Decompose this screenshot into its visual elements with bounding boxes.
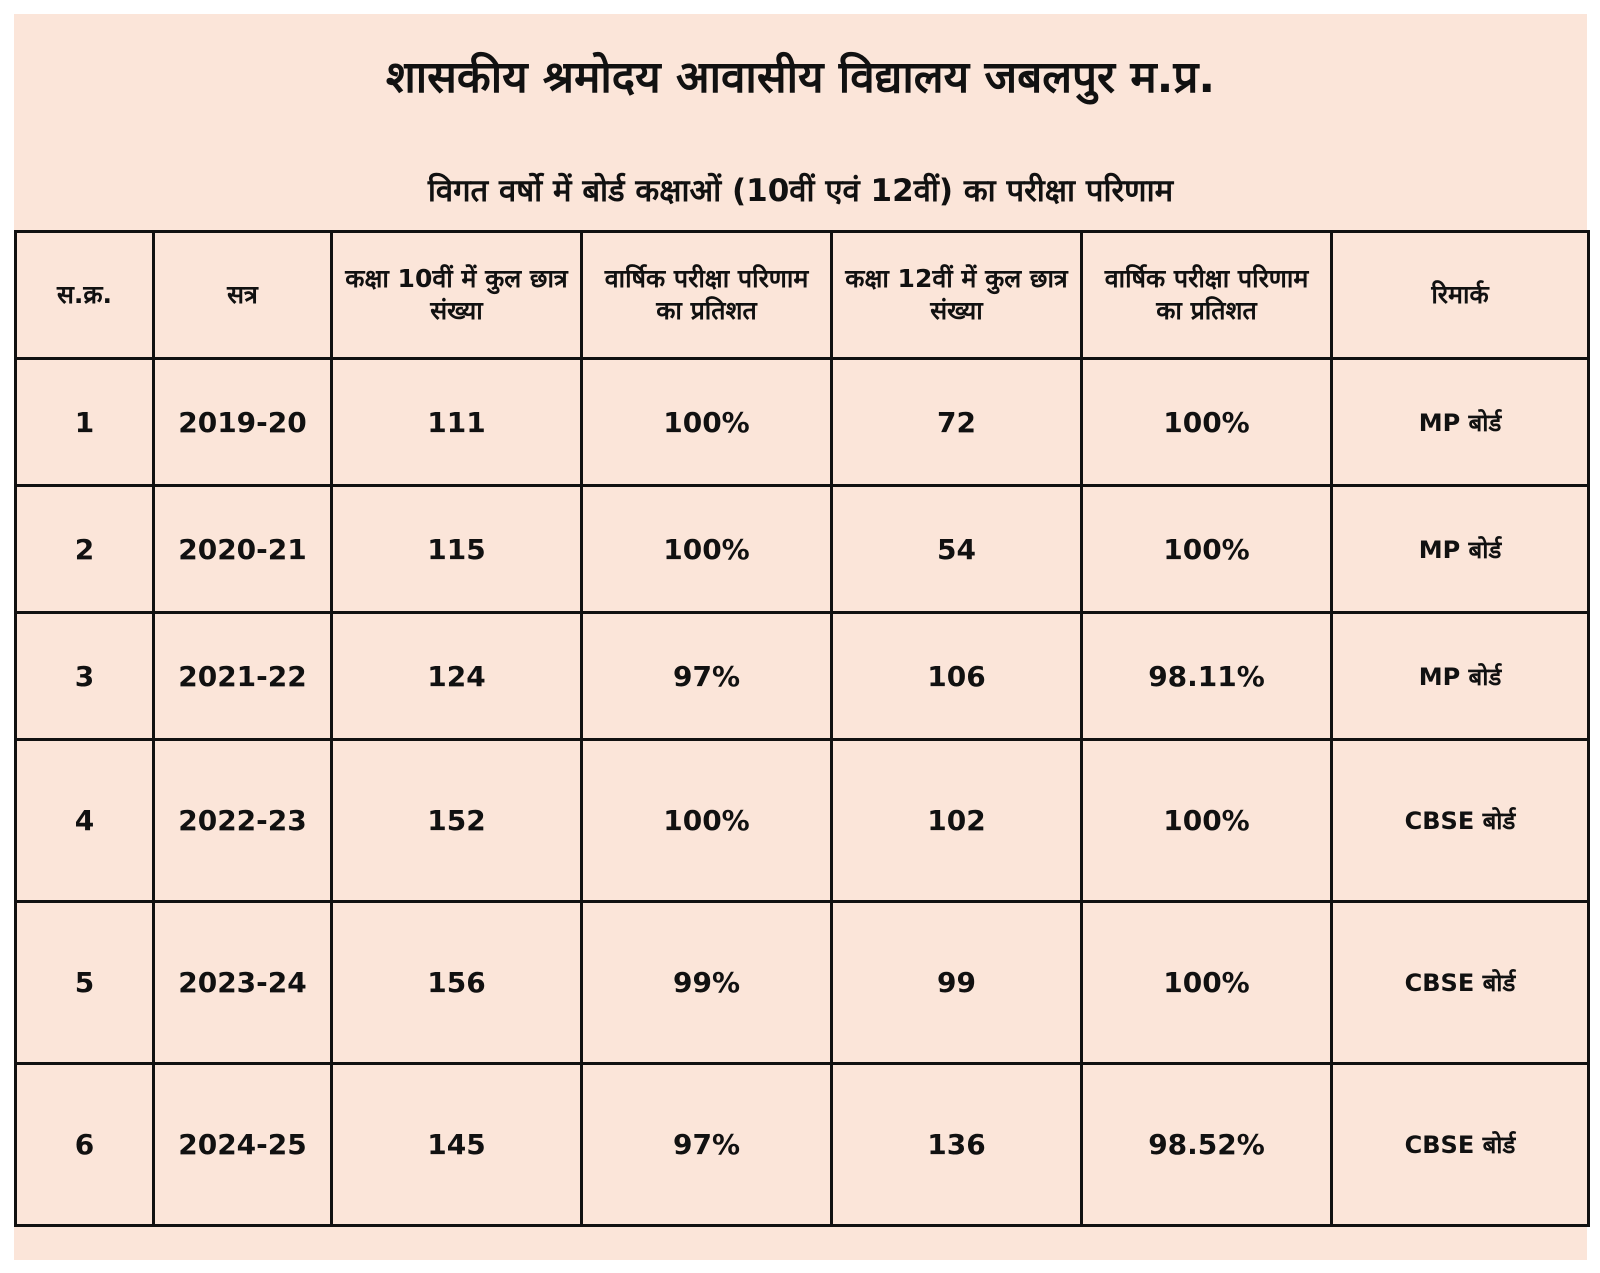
table-row: 6 2024-25 145 97% 136 98.52% CBSE बोर्ड [14, 1062, 1590, 1227]
cell-session: 2022-23 [152, 738, 333, 903]
header-class12-result: वार्षिक परीक्षा परिणाम का प्रतिशत [1080, 230, 1333, 360]
table-row: 3 2021-22 124 97% 106 98.11% MP बोर्ड [14, 611, 1590, 741]
table-row: 5 2023-24 156 99% 99 100% CBSE बोर्ड [14, 900, 1590, 1065]
cell-class10-students: 124 [330, 611, 583, 741]
cell-remark: MP बोर्ड [1330, 611, 1590, 741]
table-header-row: स.क्र. सत्र कक्षा 10वीं में कुल छात्र सं… [14, 230, 1590, 360]
header-class12-students: कक्षा 12वीं में कुल छात्र संख्या [830, 230, 1083, 360]
cell-remark: MP बोर्ड [1330, 484, 1590, 614]
cell-class12-result: 100% [1080, 900, 1333, 1065]
cell-class12-students: 72 [830, 357, 1083, 487]
header-class10-students: कक्षा 10वीं में कुल छात्र संख्या [330, 230, 583, 360]
header-session: सत्र [152, 230, 333, 360]
cell-class10-result: 97% [580, 1062, 833, 1227]
cell-session: 2021-22 [152, 611, 333, 741]
cell-class10-result: 97% [580, 611, 833, 741]
cell-class12-students: 106 [830, 611, 1083, 741]
cell-session: 2024-25 [152, 1062, 333, 1227]
cell-class10-students: 156 [330, 900, 583, 1065]
cell-class10-students: 115 [330, 484, 583, 614]
cell-class12-result: 98.52% [1080, 1062, 1333, 1227]
cell-class10-result: 99% [580, 900, 833, 1065]
cell-serial: 2 [14, 484, 155, 614]
results-table: स.क्र. सत्र कक्षा 10वीं में कुल छात्र सं… [14, 230, 1590, 1227]
cell-session: 2019-20 [152, 357, 333, 487]
cell-serial: 6 [14, 1062, 155, 1227]
cell-class10-students: 152 [330, 738, 583, 903]
cell-serial: 3 [14, 611, 155, 741]
cell-session: 2020-21 [152, 484, 333, 614]
cell-class10-result: 100% [580, 357, 833, 487]
cell-class12-result: 98.11% [1080, 611, 1333, 741]
cell-class12-students: 102 [830, 738, 1083, 903]
cell-class10-result: 100% [580, 738, 833, 903]
table-row: 4 2022-23 152 100% 102 100% CBSE बोर्ड [14, 738, 1590, 903]
cell-class10-students: 111 [330, 357, 583, 487]
cell-serial: 1 [14, 357, 155, 487]
cell-class12-students: 136 [830, 1062, 1083, 1227]
results-subtitle: विगत वर्षो में बोर्ड कक्षाओं (10वीं एवं … [427, 173, 1174, 209]
cell-class12-result: 100% [1080, 484, 1333, 614]
cell-serial: 5 [14, 900, 155, 1065]
cell-remark: MP बोर्ड [1330, 357, 1590, 487]
cell-class12-students: 54 [830, 484, 1083, 614]
table-row: 2 2020-21 115 100% 54 100% MP बोर्ड [14, 484, 1590, 614]
cell-serial: 4 [14, 738, 155, 903]
cell-class10-students: 145 [330, 1062, 583, 1227]
cell-remark: CBSE बोर्ड [1330, 738, 1590, 903]
cell-remark: CBSE बोर्ड [1330, 900, 1590, 1065]
header-serial: स.क्र. [14, 230, 155, 360]
school-title: शासकीय श्रमोदय आवासीय विद्यालय जबलपुर म.… [385, 52, 1216, 103]
cell-class12-students: 99 [830, 900, 1083, 1065]
table-row: 1 2019-20 111 100% 72 100% MP बोर्ड [14, 357, 1590, 487]
cell-class12-result: 100% [1080, 738, 1333, 903]
header-remark: रिमार्क [1330, 230, 1590, 360]
header-class10-result: वार्षिक परीक्षा परिणाम का प्रतिशत [580, 230, 833, 360]
cell-class10-result: 100% [580, 484, 833, 614]
results-sheet: शासकीय श्रमोदय आवासीय विद्यालय जबलपुर म.… [14, 14, 1590, 1260]
cell-class12-result: 100% [1080, 357, 1333, 487]
cell-session: 2023-24 [152, 900, 333, 1065]
cell-remark: CBSE बोर्ड [1330, 1062, 1590, 1227]
